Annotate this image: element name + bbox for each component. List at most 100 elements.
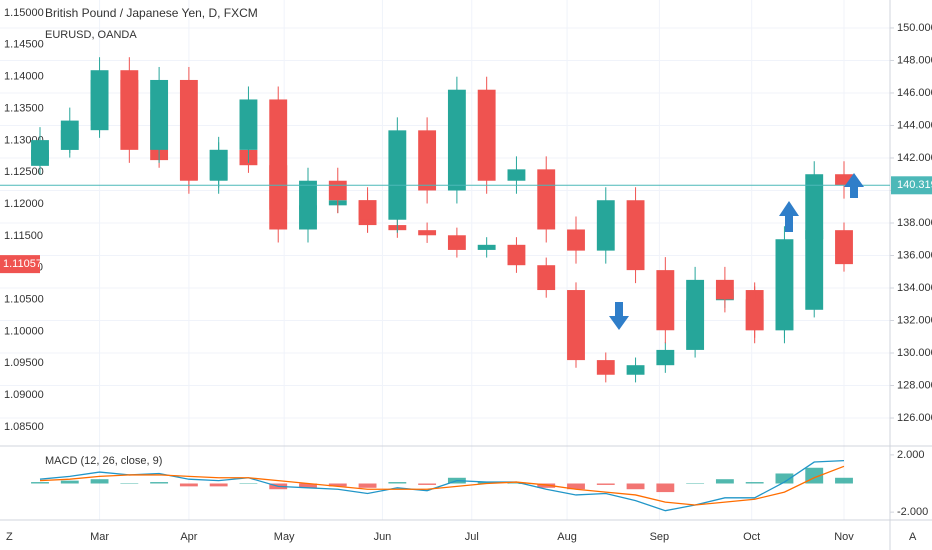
candle-body bbox=[537, 265, 556, 291]
candle-body bbox=[120, 70, 139, 150]
histogram-bar bbox=[567, 483, 585, 490]
y-tick-label: 1.08500 bbox=[4, 421, 44, 433]
candle-body bbox=[567, 229, 585, 251]
candle-body bbox=[209, 149, 228, 181]
chart-title: British Pound / Japanese Yen, D, FXCM bbox=[45, 6, 258, 20]
candle-body bbox=[239, 99, 258, 150]
histogram-bar bbox=[299, 483, 317, 488]
y-tick-label: 1.12500 bbox=[4, 166, 44, 178]
y-tick-label: 1.09500 bbox=[4, 357, 44, 369]
candle-body bbox=[537, 169, 556, 230]
marks-layer: Mar Apr May Jun Jul Aug Sep Oct Nov 150.000 148.00… bbox=[0, 7, 932, 543]
x-tick-label: Nov bbox=[834, 531, 854, 543]
macd-title: MACD (12, 26, close, 9) bbox=[45, 455, 162, 467]
y-tick-label: 1.14500 bbox=[4, 39, 44, 51]
histogram-bar bbox=[477, 482, 496, 484]
candle-body bbox=[507, 169, 526, 181]
candle-body bbox=[656, 270, 675, 331]
histogram-bar bbox=[60, 480, 79, 484]
candle-body bbox=[686, 279, 705, 331]
y2-tick-label: 130.000 bbox=[897, 347, 932, 359]
candle-body bbox=[596, 200, 615, 251]
histogram-bar bbox=[775, 473, 794, 484]
y2-tick-label: 126.000 bbox=[897, 412, 932, 424]
histogram-bar bbox=[835, 477, 853, 484]
candle-body bbox=[715, 279, 734, 300]
toolbar-button[interactable]: Z bbox=[6, 531, 13, 543]
histogram-bar bbox=[686, 483, 705, 485]
candle-body bbox=[31, 140, 49, 162]
candle-body bbox=[477, 244, 496, 250]
y2-tick-label: -2.000 bbox=[897, 506, 928, 518]
histogram-bar bbox=[358, 483, 377, 488]
y2-tick-label: 128.000 bbox=[897, 379, 932, 391]
candle-body bbox=[805, 230, 824, 310]
y-tick-label: 1.12000 bbox=[4, 198, 44, 210]
grid-layer bbox=[0, 0, 890, 520]
overlay-name: EURUSD, OANDA bbox=[45, 29, 137, 41]
candle-body bbox=[626, 200, 645, 271]
histogram-bar bbox=[715, 479, 734, 484]
x-tick-label: May bbox=[274, 531, 295, 543]
y-tick-label: 1.10500 bbox=[4, 294, 44, 306]
candle-body bbox=[567, 290, 585, 361]
candle-body bbox=[626, 365, 645, 375]
x-tick-label: Oct bbox=[743, 531, 760, 543]
histogram-bar bbox=[179, 483, 198, 487]
up-arrow bbox=[779, 201, 799, 232]
histogram-bar bbox=[656, 483, 675, 493]
y-tick-label: 1.15000 bbox=[4, 7, 44, 19]
y-tick-label: 1.10000 bbox=[4, 325, 44, 337]
candle-body bbox=[269, 99, 288, 230]
candle-body bbox=[835, 230, 853, 265]
y-tick-label: 1.09000 bbox=[4, 389, 44, 401]
y2-tick-label: 132.000 bbox=[897, 314, 932, 326]
up-arrow bbox=[844, 173, 864, 198]
histogram-bar bbox=[507, 483, 526, 485]
candle-body bbox=[299, 180, 317, 230]
price-tag bbox=[891, 176, 932, 195]
candle-body bbox=[418, 230, 437, 236]
candle-body bbox=[835, 174, 853, 186]
y2-tick-label: 2.000 bbox=[897, 449, 925, 461]
candle-body bbox=[388, 130, 407, 220]
histogram-bar bbox=[745, 482, 764, 484]
candle-body bbox=[745, 299, 764, 331]
candle-body bbox=[150, 79, 169, 150]
price-tag-label: 1.11057 bbox=[3, 258, 42, 270]
candle-body bbox=[656, 349, 675, 366]
histogram-bar bbox=[328, 483, 347, 487]
y2-tick-label: 134.000 bbox=[897, 282, 932, 294]
candle-body bbox=[179, 79, 198, 181]
x-tick-label: Jul bbox=[465, 531, 479, 543]
histogram-bar bbox=[150, 482, 169, 484]
candle-body bbox=[477, 89, 496, 181]
histogram-bar bbox=[388, 482, 407, 484]
histogram-bar bbox=[596, 483, 615, 485]
y2-tick-label: 142.000 bbox=[897, 152, 932, 164]
candle-body bbox=[418, 130, 437, 191]
candle-body bbox=[328, 180, 347, 201]
histogram-bar bbox=[418, 483, 437, 485]
y-tick-label: 1.11500 bbox=[4, 230, 43, 242]
x-tick-label: Sep bbox=[650, 531, 670, 543]
histogram-bar bbox=[537, 483, 556, 488]
y2-tick-label: 138.000 bbox=[897, 217, 932, 229]
histogram-bar bbox=[120, 483, 139, 485]
x-tick-label: Jun bbox=[374, 531, 392, 543]
toolbar-button[interactable]: A bbox=[909, 531, 917, 543]
candle-body bbox=[507, 244, 526, 266]
candle-body bbox=[596, 360, 615, 375]
x-tick-label: Mar bbox=[90, 531, 109, 543]
y-tick-label: 1.13500 bbox=[4, 102, 44, 114]
y-tick-label: 1.14000 bbox=[4, 71, 44, 83]
histogram-bar bbox=[90, 479, 109, 484]
histogram-bar bbox=[209, 483, 228, 487]
y2-tick-label: 146.000 bbox=[897, 87, 932, 99]
candle-body bbox=[805, 174, 824, 240]
price-tag bbox=[0, 255, 40, 274]
candle-body bbox=[90, 70, 109, 121]
price-tag-label: 140.319 bbox=[897, 179, 932, 191]
